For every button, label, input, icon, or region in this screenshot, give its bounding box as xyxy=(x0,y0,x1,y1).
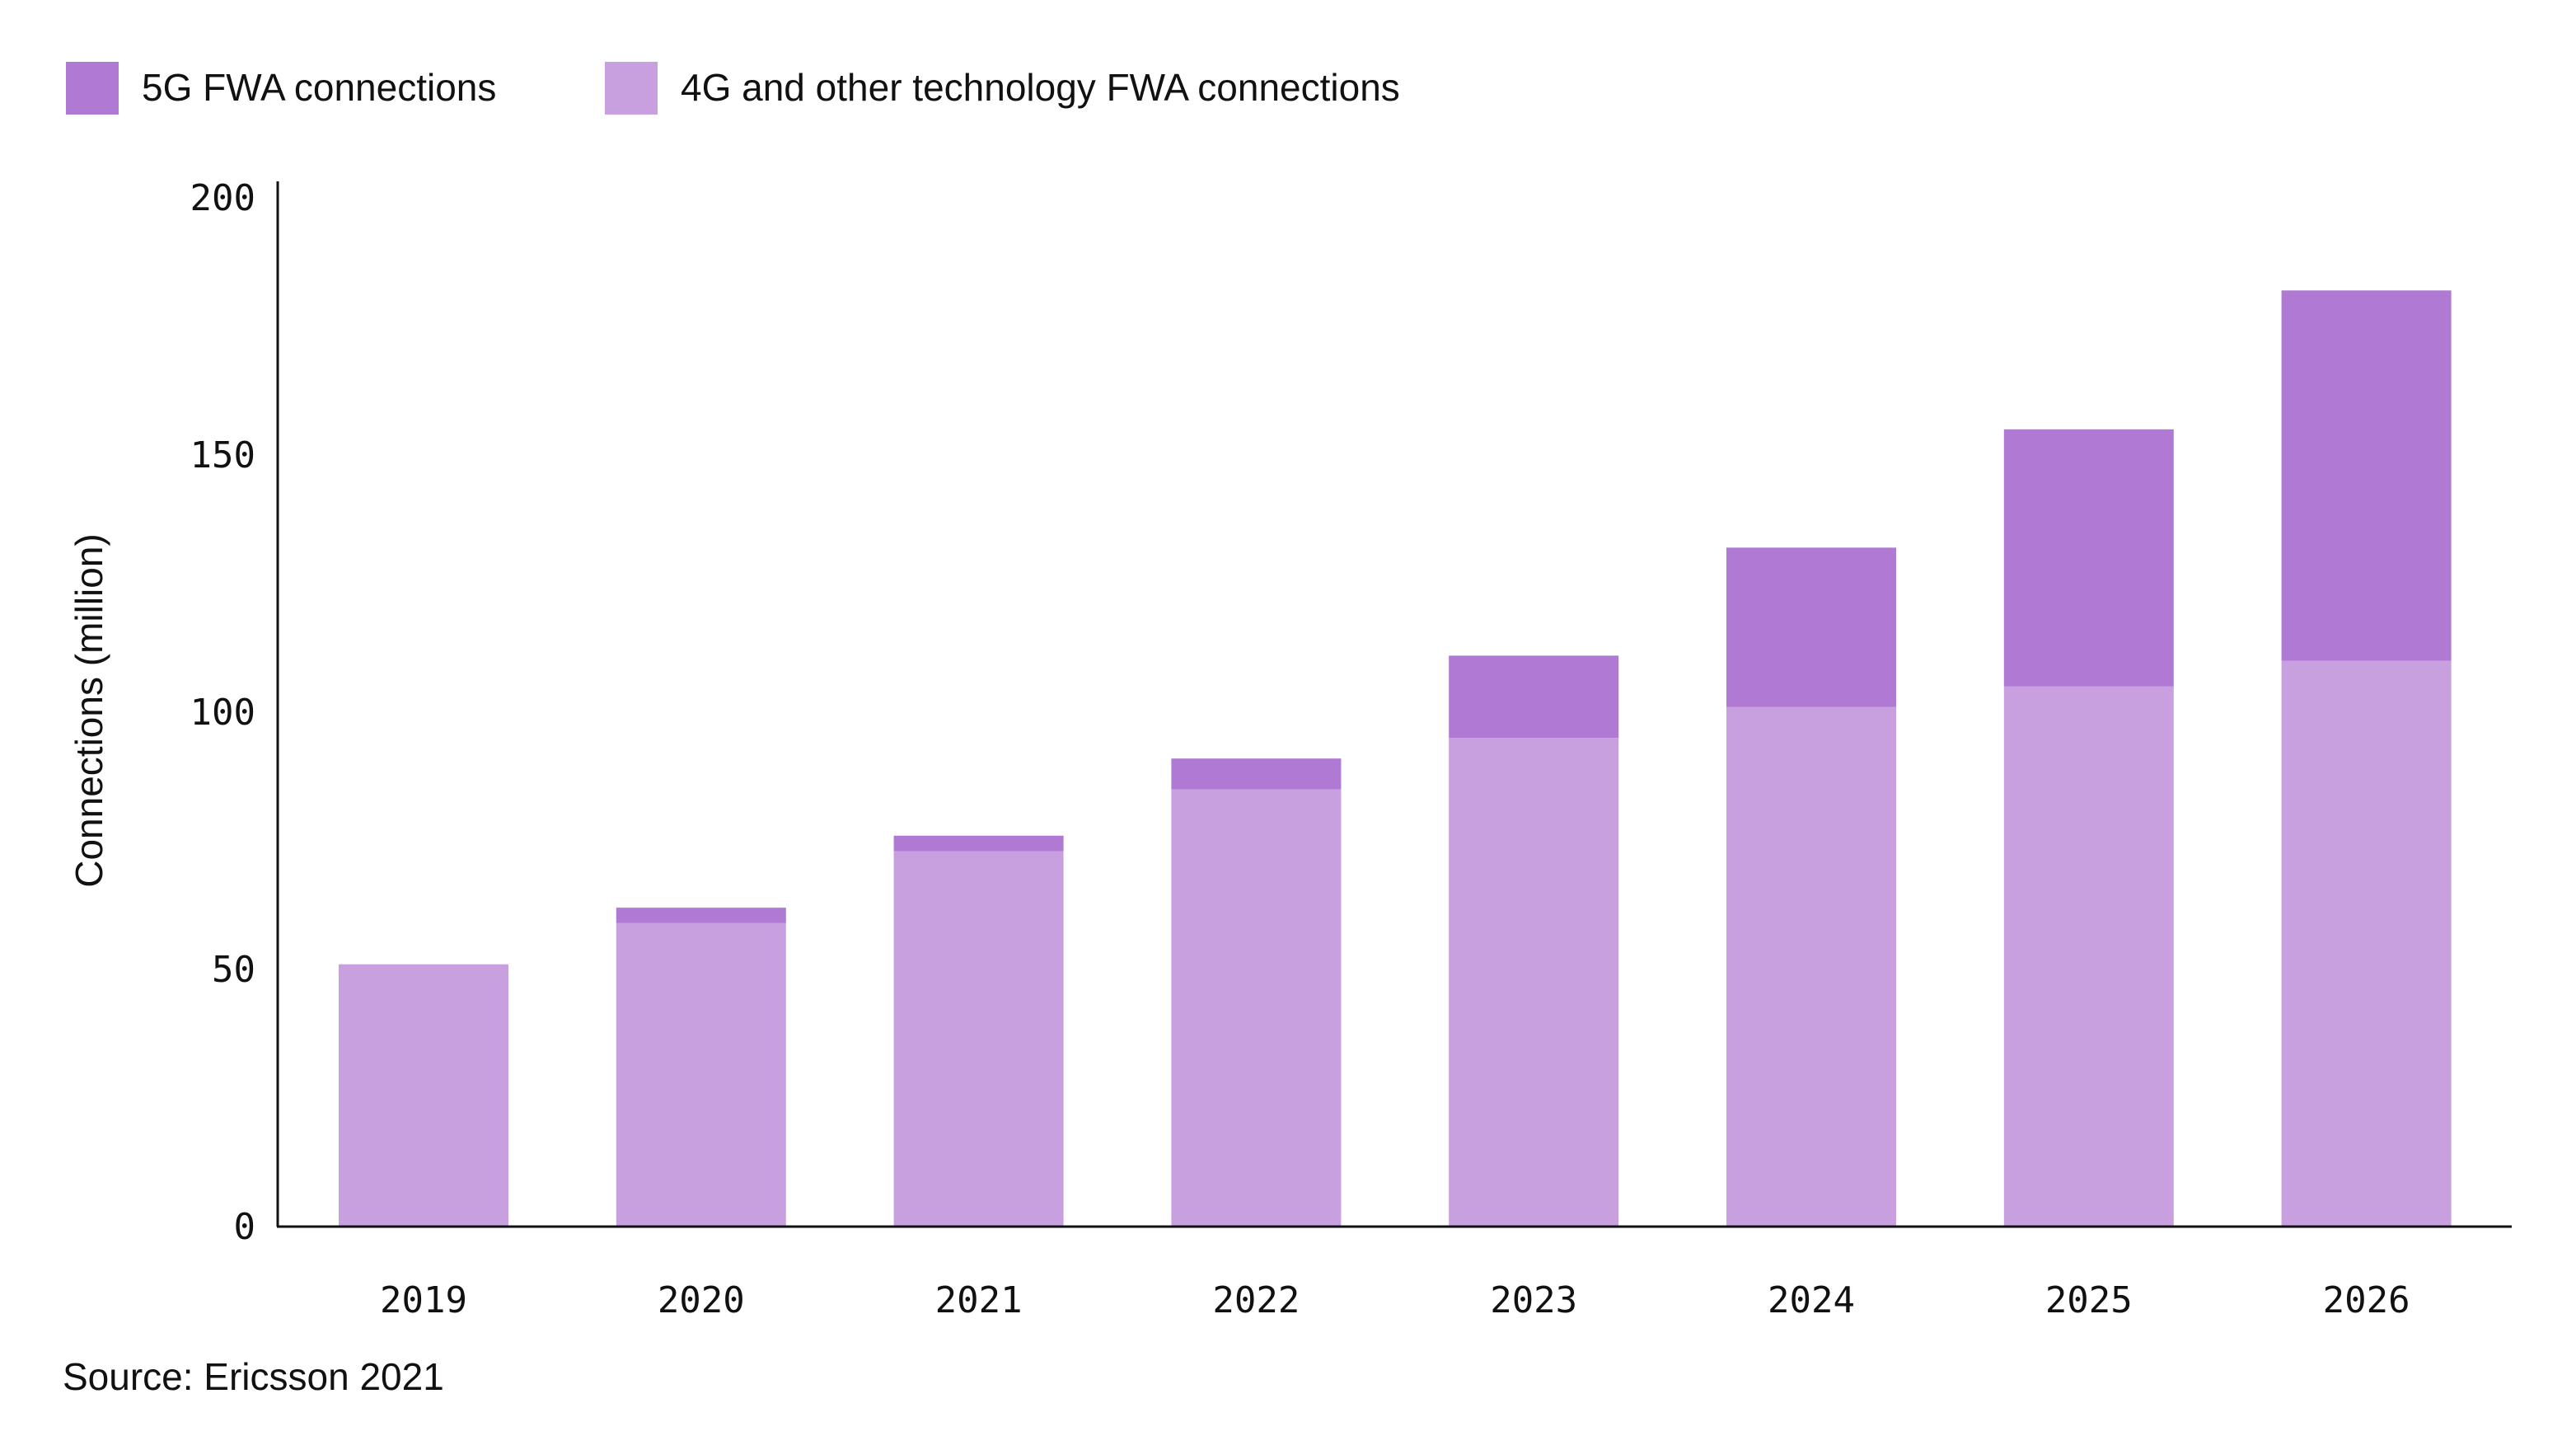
legend-label: 4G and other technology FWA connections xyxy=(681,66,1400,109)
bars xyxy=(339,290,2452,1227)
y-tick-label: 50 xyxy=(212,949,255,991)
x-tick-label: 2019 xyxy=(380,1279,467,1321)
bar-4g-other xyxy=(616,922,786,1227)
x-tick-label: 2022 xyxy=(1212,1279,1300,1321)
bar-5g xyxy=(893,835,1064,852)
bar-5g xyxy=(2281,290,2452,661)
y-axis-label: Connections (million) xyxy=(68,533,110,888)
bar-4g-other xyxy=(1171,789,1342,1227)
y-tick-label: 200 xyxy=(190,177,255,219)
x-tick-label: 2026 xyxy=(2323,1279,2410,1321)
bar-4g-other xyxy=(2281,660,2452,1227)
source-note: Source: Ericsson 2021 xyxy=(63,1355,444,1398)
bar-5g xyxy=(1726,547,1896,707)
x-axis-ticks: 2019 2020 2021 2022 2023 2024 2025 2026 xyxy=(380,1279,2410,1321)
y-tick-label: 100 xyxy=(190,692,255,734)
bar-4g-other xyxy=(1449,738,1619,1227)
bar-5g xyxy=(2003,429,2174,687)
bar-4g-other xyxy=(1726,706,1896,1227)
x-tick-label: 2023 xyxy=(1490,1279,1577,1321)
x-tick-label: 2024 xyxy=(1768,1279,1855,1321)
y-tick-label: 150 xyxy=(190,434,255,476)
x-tick-label: 2025 xyxy=(2045,1279,2133,1321)
bar-4g-other xyxy=(2003,686,2174,1227)
bar-4g-other xyxy=(339,964,508,1227)
legend: 5G FWA connections 4G and other technolog… xyxy=(66,62,1400,115)
bar-5g xyxy=(1171,758,1342,790)
x-tick-label: 2021 xyxy=(935,1279,1023,1321)
x-tick-label: 2020 xyxy=(658,1279,745,1321)
legend-label: 5G FWA connections xyxy=(142,66,496,109)
bar-4g-other xyxy=(893,851,1064,1227)
y-tick-label: 0 xyxy=(234,1206,256,1248)
legend-swatch xyxy=(66,62,119,115)
bar-5g xyxy=(1449,655,1619,739)
legend-swatch xyxy=(605,62,658,115)
y-axis-ticks: 0 50 100 150 200 xyxy=(190,177,255,1248)
bar-5g xyxy=(616,908,786,923)
